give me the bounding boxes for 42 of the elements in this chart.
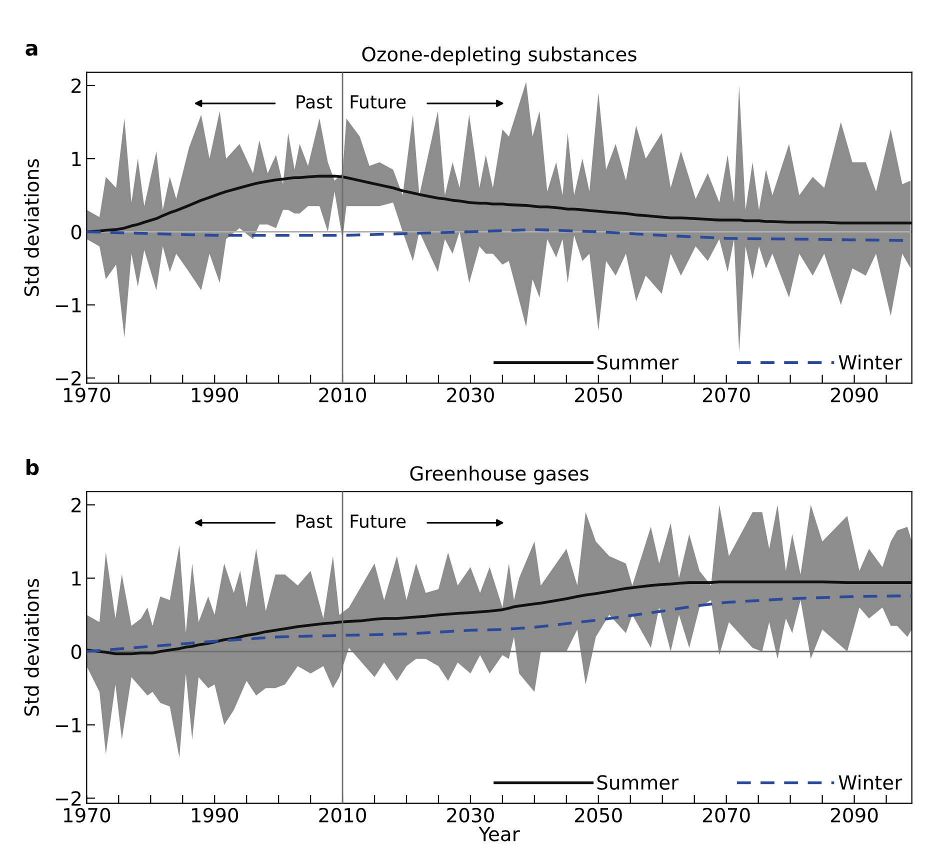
text: b [26, 459, 39, 476]
line-series [86, 580, 912, 656]
y-tick-label: 2 [72, 498, 81, 512]
y-tick-label: −2 [56, 370, 81, 386]
y-tick-label: 2 [72, 78, 81, 93]
text: a [26, 44, 38, 56]
line-series [86, 594, 912, 653]
x-tick-label: 2050 [575, 388, 622, 402]
x-tick-label: 2010 [319, 388, 366, 402]
line-series [86, 174, 912, 234]
annotation: Past [296, 514, 332, 528]
legend-label: Summer [597, 775, 679, 790]
x-axis-title: Year [478, 826, 520, 842]
x-tick-label: 2050 [575, 808, 622, 823]
x-tick-label: 2090 [830, 808, 878, 823]
y-tick-label: 1 [72, 571, 81, 586]
x-tick-label: 2070 [703, 808, 750, 823]
chart-title: Greenhouse gases [410, 466, 588, 485]
x-tick-label: 2010 [319, 808, 366, 823]
y-axis-title: Std deviations [24, 578, 39, 716]
annotation: Future [350, 514, 406, 528]
x-tick-label: 1990 [192, 388, 238, 402]
annotation: Past [296, 95, 332, 109]
y-axis-title: Std deviations [24, 159, 39, 296]
x-tick-label: 2030 [447, 388, 494, 402]
legend-label: Summer [597, 354, 679, 370]
y-tick-label: −1 [56, 298, 81, 312]
annotation: Future [350, 95, 406, 109]
chart-title: Ozone-depleting substances [362, 46, 636, 66]
legend-label: Winter [838, 774, 902, 790]
y-tick-label: −1 [56, 718, 81, 732]
x-tick-label: 2070 [703, 388, 750, 402]
y-tick-label: 0 [71, 644, 82, 660]
legend-label: Winter [838, 354, 902, 370]
y-tick-label: 1 [72, 152, 81, 166]
x-tick-label: 1990 [192, 808, 238, 823]
x-tick-label: 2090 [830, 388, 878, 402]
x-tick-label: 1970 [64, 388, 110, 402]
y-tick-label: −2 [56, 791, 81, 806]
x-tick-label: 2030 [447, 808, 494, 823]
x-tick-label: 1970 [64, 808, 110, 823]
y-tick-label: 0 [71, 224, 82, 240]
